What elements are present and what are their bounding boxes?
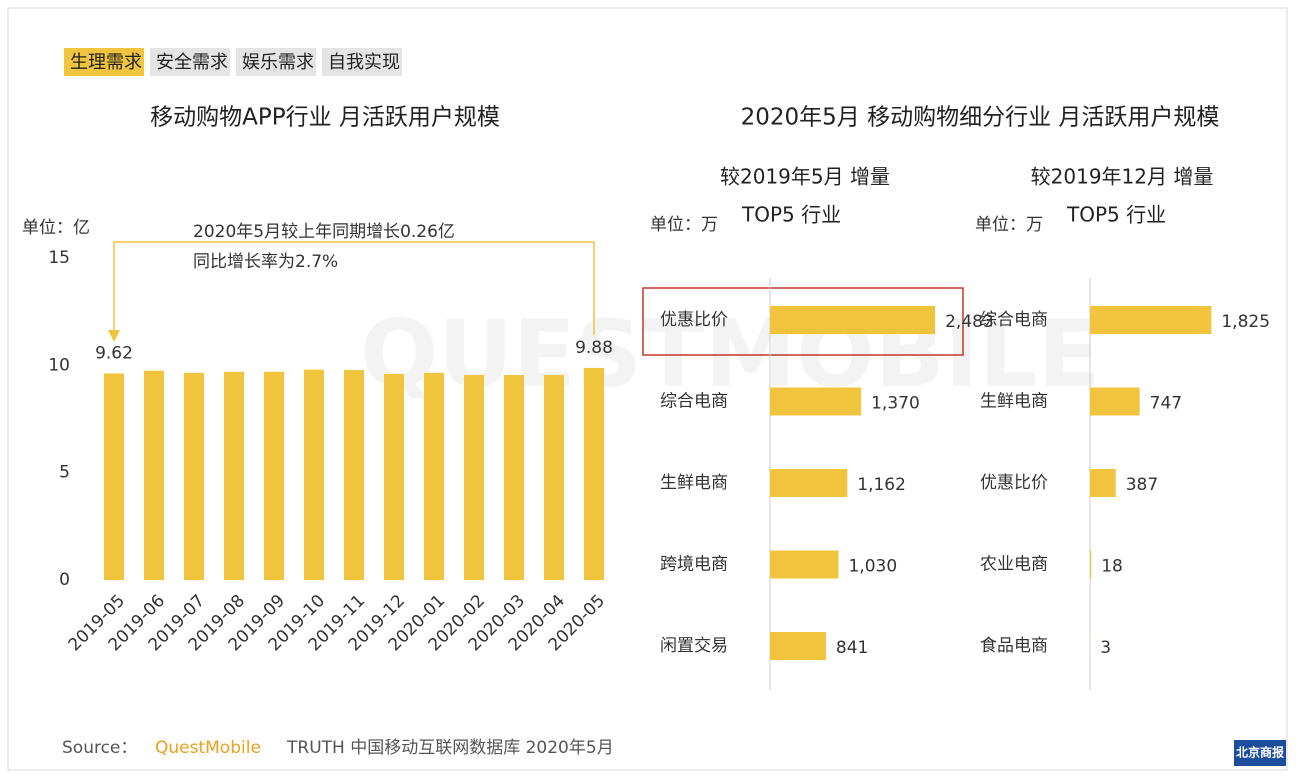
arrow-head — [108, 330, 120, 342]
value-label: 9.88 — [575, 338, 613, 358]
unit: 单位：万 — [975, 215, 1043, 235]
category-label: 优惠比价 — [980, 473, 1048, 493]
category-label: 食品电商 — [980, 636, 1048, 656]
bar — [104, 373, 124, 580]
category-label: 农业电商 — [980, 555, 1048, 575]
tab: 自我实现 — [328, 52, 400, 73]
category-label: 综合电商 — [660, 392, 728, 412]
bar — [770, 550, 839, 579]
value-label: 387 — [1126, 475, 1158, 495]
bar — [770, 387, 862, 416]
bar — [504, 374, 524, 580]
category-label: 综合电商 — [980, 310, 1048, 330]
y-tick-label: 10 — [48, 355, 70, 375]
bar — [1090, 387, 1140, 416]
unit: 单位：万 — [650, 215, 718, 235]
category-label: 生鲜电商 — [980, 392, 1048, 412]
bar — [770, 632, 826, 660]
annotation: 同比增长率为2.7% — [193, 252, 338, 272]
value-label: 747 — [1150, 394, 1182, 414]
source-text: TRUTH 中国移动互联网数据库 2020年5月 — [286, 738, 614, 758]
value-label: 1,825 — [1221, 312, 1270, 332]
category-label: 闲置交易 — [660, 636, 728, 656]
annotation-bracket — [113, 241, 595, 338]
category-label: 跨境电商 — [660, 555, 728, 575]
bar — [770, 469, 848, 497]
value-label: 9.62 — [95, 343, 133, 363]
chart-label: TOP5 行业 — [741, 203, 841, 227]
value-label: 1,162 — [857, 475, 906, 495]
logo: 北京商报 — [1236, 745, 1284, 760]
bar — [1090, 469, 1116, 497]
tab: 安全需求 — [156, 52, 228, 73]
value-label: 1,030 — [848, 557, 897, 577]
tab: 生理需求 — [70, 52, 142, 73]
source-brand: QuestMobile — [155, 738, 261, 758]
bar — [544, 374, 564, 580]
chart-title: 移动购物APP行业 月活跃用户规模 — [150, 105, 500, 131]
bar — [1090, 550, 1092, 579]
highlight-box — [642, 287, 964, 356]
frame — [7, 7, 1288, 771]
unit: 单位：亿 — [22, 218, 90, 238]
tab-bg — [64, 48, 144, 76]
tab-bg — [236, 48, 316, 76]
bar — [344, 370, 364, 580]
bar — [1090, 306, 1212, 334]
bar — [424, 372, 444, 580]
chart-label: TOP5 行业 — [1066, 203, 1166, 227]
bar — [224, 371, 244, 580]
y-tick-label: 0 — [59, 570, 70, 590]
category-label: 生鲜电商 — [660, 473, 728, 493]
bar — [184, 372, 204, 580]
y-tick-label: 5 — [59, 463, 70, 483]
heading: 2020年5月 移动购物细分行业 月活跃用户规模 — [741, 105, 1220, 131]
tab-bg — [322, 48, 402, 76]
category-label: 优惠比价 — [660, 310, 728, 330]
bar — [264, 371, 284, 580]
logo-box — [1234, 740, 1286, 766]
subtitle: 较2019年12月 增量 — [1031, 165, 1214, 189]
value-label: 1,370 — [871, 394, 920, 414]
bar — [584, 367, 604, 580]
subtitle: 较2019年5月 增量 — [720, 165, 890, 189]
bar — [384, 373, 404, 580]
bar — [770, 306, 936, 334]
tab: 娱乐需求 — [242, 52, 314, 73]
value-label: 841 — [836, 638, 868, 658]
source-label: Source： — [62, 738, 137, 758]
tab-bg — [150, 48, 230, 76]
value-label: 3 — [1100, 638, 1111, 658]
bar — [464, 374, 484, 580]
value-label: 18 — [1101, 557, 1123, 577]
bar — [144, 370, 164, 580]
y-tick-label: 15 — [48, 248, 70, 268]
annotation: 2020年5月较上年同期增长0.26亿 — [193, 222, 455, 242]
value-label: 2,483 — [945, 312, 994, 332]
bar — [304, 369, 324, 580]
